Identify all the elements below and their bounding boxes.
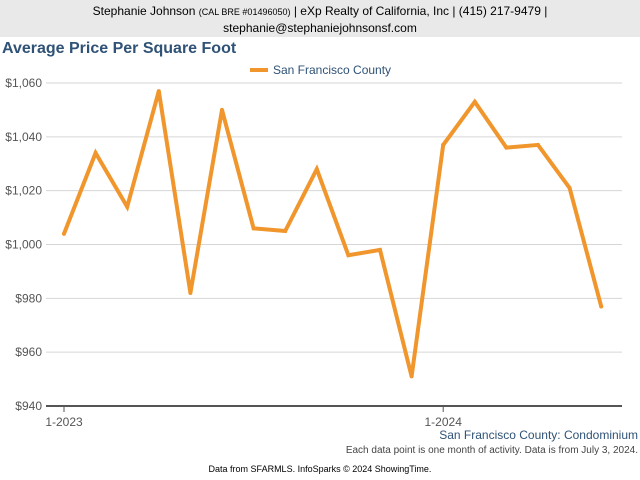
data-point[interactable] — [314, 167, 319, 172]
chart-title: Average Price Per Square Foot — [2, 40, 237, 57]
y-tick-label: $980 — [15, 291, 42, 305]
data-point[interactable] — [220, 107, 224, 112]
region-type-label: San Francisco County: Condominium — [439, 428, 638, 442]
data-point[interactable] — [156, 89, 161, 94]
data-point[interactable] — [472, 99, 477, 104]
data-point[interactable] — [567, 185, 572, 190]
data-point[interactable] — [188, 290, 193, 295]
legend-label: San Francisco County — [273, 63, 391, 77]
gridlines — [46, 82, 622, 353]
data-point[interactable] — [62, 231, 66, 236]
data-point[interactable] — [441, 142, 446, 147]
agent-name: Stephanie Johnson — [92, 4, 196, 18]
agent-email[interactable]: stephanie@stephaniejohnsonsf.com — [223, 21, 417, 35]
activity-note: Each data point is one month of activity… — [345, 445, 638, 456]
y-tick-label: $1,040 — [5, 130, 42, 144]
y-tick-label: $1,000 — [5, 238, 42, 252]
y-axis-ticks: $940 $960 $980 $1,000 $1,020 $1,040 $1,060 — [5, 76, 42, 413]
data-point[interactable] — [283, 229, 288, 234]
agent-banner: Stephanie Johnson (CAL BRE #01496050) | … — [0, 0, 640, 37]
agent-license: (CAL BRE #01496050) — [198, 7, 291, 17]
y-tick-label: $940 — [15, 399, 42, 413]
data-point[interactable] — [599, 304, 604, 309]
series-line — [62, 90, 604, 377]
data-point[interactable] — [378, 247, 382, 252]
y-tick-label: $1,060 — [5, 76, 42, 90]
x-axis: 1-2023 1-2024 — [45, 405, 622, 429]
x-tick-label: 1-2023 — [45, 415, 83, 429]
legend: San Francisco County — [250, 63, 391, 77]
data-point[interactable] — [93, 150, 98, 155]
source-footer: Data from SFARMLS. InfoSparks © 2024 Sho… — [208, 464, 432, 474]
x-tick-label: 1-2024 — [425, 415, 463, 429]
y-tick-label: $960 — [15, 345, 42, 359]
y-tick-label: $1,020 — [5, 184, 42, 198]
data-point[interactable] — [504, 145, 509, 150]
data-point[interactable] — [251, 226, 256, 231]
data-point[interactable] — [536, 142, 540, 147]
data-point[interactable] — [409, 374, 414, 379]
series-lines — [62, 89, 604, 379]
agent-brokerage-phone: | eXp Realty of California, Inc | (415) … — [293, 4, 548, 18]
data-point[interactable] — [125, 204, 130, 209]
data-point[interactable] — [346, 253, 351, 258]
